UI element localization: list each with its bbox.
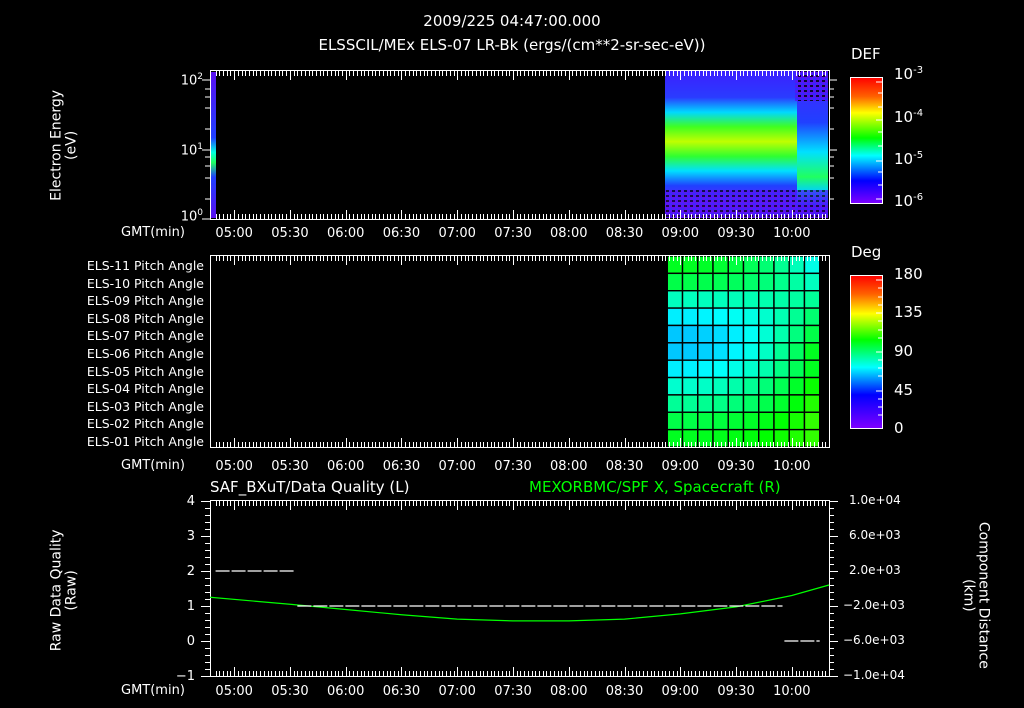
- deg-tick-0: 0: [894, 419, 904, 437]
- time-tick-p1-0830: 08:30: [605, 226, 644, 241]
- time-tick-p1-1000: 10:00: [773, 226, 811, 241]
- pitch-angle-panel: ELS-11 Pitch Angle ELS-10 Pitch Angle ELS-…: [86, 243, 923, 475]
- deg-tick-45: 45: [894, 381, 914, 399]
- time-tick-p3-0500: 05:00: [215, 684, 253, 699]
- deg-tick-180: 180: [894, 265, 923, 283]
- time-tick-p2-0830: 08:30: [605, 459, 644, 474]
- pitch-row-label: ELS-10 Pitch Angle: [86, 275, 204, 291]
- quality-tick: 1: [186, 599, 195, 614]
- deg-tick-135: 135: [894, 303, 923, 321]
- time-tick-p1-0800: 08:00: [550, 226, 588, 241]
- quality-tick: 3: [186, 529, 195, 544]
- gmt-axis-label-2: GMT(min): [121, 458, 185, 473]
- time-tick-p2-1000: 10:00: [773, 459, 811, 474]
- time-tick-p2-0800: 08:00: [550, 459, 588, 474]
- plot-subtitle: ELSSCIL/MEx ELS-07 LR-Bk (ergs/(cm**2-sr…: [318, 36, 706, 54]
- distance-tick: −6.0e+03: [843, 633, 905, 647]
- right-series-title: MEXORBMC/SPF X, Spacecraft (R): [529, 478, 781, 496]
- time-tick-p1-0630: 06:30: [382, 226, 421, 241]
- time-tick-p3-0630: 06:30: [382, 684, 421, 699]
- def-tick-1e-6: 10-6: [894, 192, 924, 210]
- deg-colorbar-title: Deg: [851, 243, 882, 261]
- time-tick-p2-0530: 05:30: [271, 459, 309, 474]
- time-tick-p3-0830: 08:30: [605, 684, 644, 699]
- time-tick-p3-0800: 08:00: [550, 684, 588, 699]
- time-tick-p3-0700: 07:00: [438, 684, 476, 699]
- energy-tick-1: 100: [180, 208, 203, 225]
- pitch-row-label: ELS-06 Pitch Angle: [86, 346, 204, 361]
- pitch-row-label: ELS-09 Pitch Angle: [86, 293, 204, 309]
- pitch-row-label: ELS-05 Pitch Angle: [86, 363, 204, 379]
- time-tick-p3-0900: 09:00: [661, 684, 700, 699]
- distance-tick: 6.0e+03: [849, 528, 901, 542]
- pitch-row-label: ELS-07 Pitch Angle: [86, 328, 204, 344]
- time-tick-p3-0930: 09:30: [717, 684, 755, 699]
- distance-tick: 2.0e+03: [849, 563, 901, 577]
- pitch-angle-plot: [210, 255, 883, 448]
- pitch-row-label: ELS-08 Pitch Angle: [86, 310, 204, 326]
- time-tick-p2-0700: 07:00: [438, 459, 476, 474]
- time-tick-p1-0600: 06:00: [326, 226, 365, 241]
- pitch-row-label: ELS-01 Pitch Angle: [86, 434, 204, 449]
- pitch-row-label: ELS-03 Pitch Angle: [86, 398, 204, 414]
- def-colorbar-title: DEF: [851, 45, 881, 63]
- gmt-axis-label-3: GMT(min): [121, 683, 185, 698]
- time-tick-p3-0730: 07:30: [494, 684, 532, 699]
- time-tick-p1-0700: 07:00: [438, 226, 476, 241]
- time-tick-p1-0930: 09:30: [717, 226, 755, 241]
- deg-tick-90: 90: [894, 342, 914, 360]
- gmt-axis-label-1: GMT(min): [121, 225, 185, 240]
- def-tick-1e-4: 10-4: [894, 108, 924, 126]
- time-tick-p3-0530: 05:30: [271, 684, 309, 699]
- quality-tick: 2: [186, 564, 195, 579]
- time-tick-p2-0600: 06:00: [326, 459, 365, 474]
- def-tick-1e-3: 10-3: [894, 65, 924, 83]
- energy-spectrogram-panel: Electron Energy (eV) 102 101 100: [0, 0, 1024, 250]
- time-tick-p2-0500: 05:00: [215, 459, 253, 474]
- time-tick-p2-0730: 07:30: [494, 459, 532, 474]
- time-tick-p2-0900: 09:00: [661, 459, 700, 474]
- pitch-row-label: ELS-04 Pitch Angle: [86, 381, 204, 397]
- time-tick-p1-0900: 09:00: [661, 226, 700, 241]
- time-tick-p3-0600: 06:00: [326, 684, 365, 699]
- quality-tick: 0: [186, 634, 195, 649]
- distance-tick: −1.0e+04: [843, 668, 905, 682]
- def-tick-1e-5: 10-5: [894, 150, 924, 168]
- distance-tick: −2.0e+03: [843, 598, 905, 612]
- time-tick-p3-1000: 10:00: [773, 684, 811, 699]
- left-series-title: SAF_BXuT/Data Quality (L): [210, 478, 410, 496]
- quality-tick: −1: [175, 669, 195, 684]
- quality-tick: 4: [186, 494, 195, 509]
- energy-tick-100: 102: [180, 72, 203, 89]
- energy-tick-10: 101: [180, 142, 203, 159]
- pitch-row-label: ELS-02 Pitch Angle: [86, 416, 204, 432]
- pitch-row-label: ELS-11 Pitch Angle: [86, 258, 204, 273]
- time-tick-p1-0730: 07:30: [494, 226, 532, 241]
- time-tick-p1-0500: 05:00: [215, 226, 253, 241]
- plot-timestamp: 2009/225 04:47:00.000: [423, 12, 601, 30]
- distance-tick: 1.0e+04: [849, 493, 901, 507]
- time-tick-p2-0930: 09:30: [717, 459, 755, 474]
- spectrogram-plot: [202, 70, 883, 220]
- time-tick-p2-0630: 06:30: [382, 459, 421, 474]
- time-tick-p1-0530: 05:30: [271, 226, 309, 241]
